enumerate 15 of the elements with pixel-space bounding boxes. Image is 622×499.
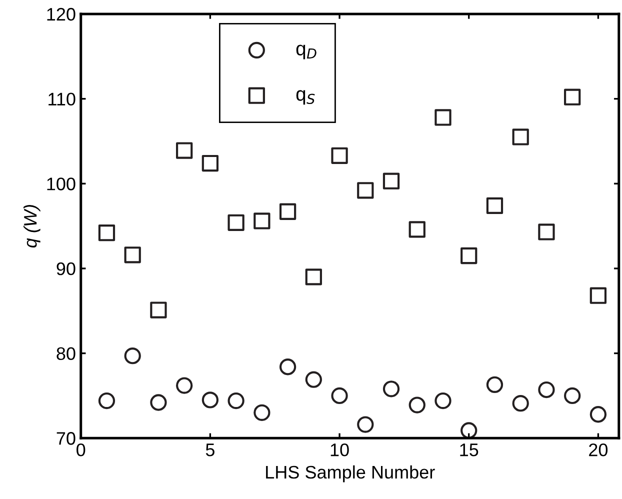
y-tick-label: 110 — [48, 92, 76, 106]
legend-label: q$_{S}$ — [296, 90, 315, 105]
x-tick-label: 10 — [330, 443, 349, 456]
x-axis-title: LHS Sample Number — [266, 465, 435, 482]
y-tick-label: 90 — [56, 262, 76, 276]
y-tick-label: 80 — [56, 347, 76, 360]
y-axis-title: q (W) — [23, 205, 40, 248]
x-tick-label: 15 — [460, 444, 478, 456]
y-tick-label: 70 — [56, 432, 76, 445]
y-tick-label: 100 — [47, 178, 76, 190]
y-tick-label: 120 — [47, 8, 76, 21]
x-tick-label: 5 — [206, 444, 214, 456]
x-tick-label: 0 — [76, 443, 86, 456]
x-tick-label: 20 — [589, 443, 608, 456]
legend-label: q$_{D}$ — [296, 44, 316, 60]
